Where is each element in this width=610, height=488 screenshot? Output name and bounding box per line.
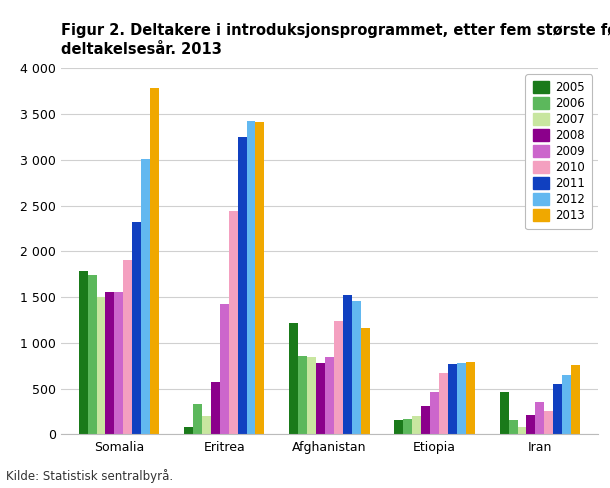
Bar: [500, 392, 509, 434]
Bar: [150, 88, 159, 434]
Bar: [395, 420, 403, 434]
Bar: [457, 363, 466, 434]
Bar: [289, 323, 298, 434]
Bar: [352, 301, 361, 434]
Bar: [256, 122, 264, 434]
Bar: [210, 382, 220, 434]
Bar: [132, 222, 142, 434]
Bar: [307, 357, 316, 434]
Bar: [430, 392, 439, 434]
Bar: [298, 356, 307, 434]
Bar: [361, 328, 370, 434]
Text: Figur 2. Deltakere i introduksjonsprogrammet, etter fem største fødeland og
delt: Figur 2. Deltakere i introduksjonsprogra…: [61, 22, 610, 58]
Bar: [88, 275, 96, 434]
Bar: [193, 404, 202, 434]
Bar: [526, 415, 536, 434]
Bar: [439, 373, 448, 434]
Bar: [142, 159, 150, 434]
Bar: [106, 291, 115, 434]
Bar: [412, 416, 422, 434]
Bar: [448, 364, 457, 434]
Bar: [220, 305, 229, 434]
Bar: [562, 375, 571, 434]
Bar: [334, 321, 343, 434]
Bar: [466, 362, 475, 434]
Bar: [544, 411, 553, 434]
Bar: [403, 419, 412, 434]
Text: Kilde: Statistisk sentralbyrå.: Kilde: Statistisk sentralbyrå.: [6, 469, 173, 483]
Bar: [246, 122, 256, 434]
Legend: 2005, 2006, 2007, 2008, 2009, 2010, 2011, 2012, 2013: 2005, 2006, 2007, 2008, 2009, 2010, 2011…: [525, 74, 592, 229]
Bar: [96, 297, 106, 434]
Bar: [115, 291, 123, 434]
Bar: [184, 427, 193, 434]
Bar: [316, 363, 325, 434]
Bar: [229, 211, 237, 434]
Bar: [553, 384, 562, 434]
Bar: [536, 402, 544, 434]
Bar: [79, 271, 88, 434]
Bar: [343, 295, 352, 434]
Bar: [123, 261, 132, 434]
Bar: [571, 365, 580, 434]
Bar: [237, 137, 246, 434]
Bar: [517, 427, 526, 434]
Bar: [509, 420, 517, 434]
Bar: [202, 416, 210, 434]
Bar: [422, 406, 430, 434]
Bar: [325, 357, 334, 434]
